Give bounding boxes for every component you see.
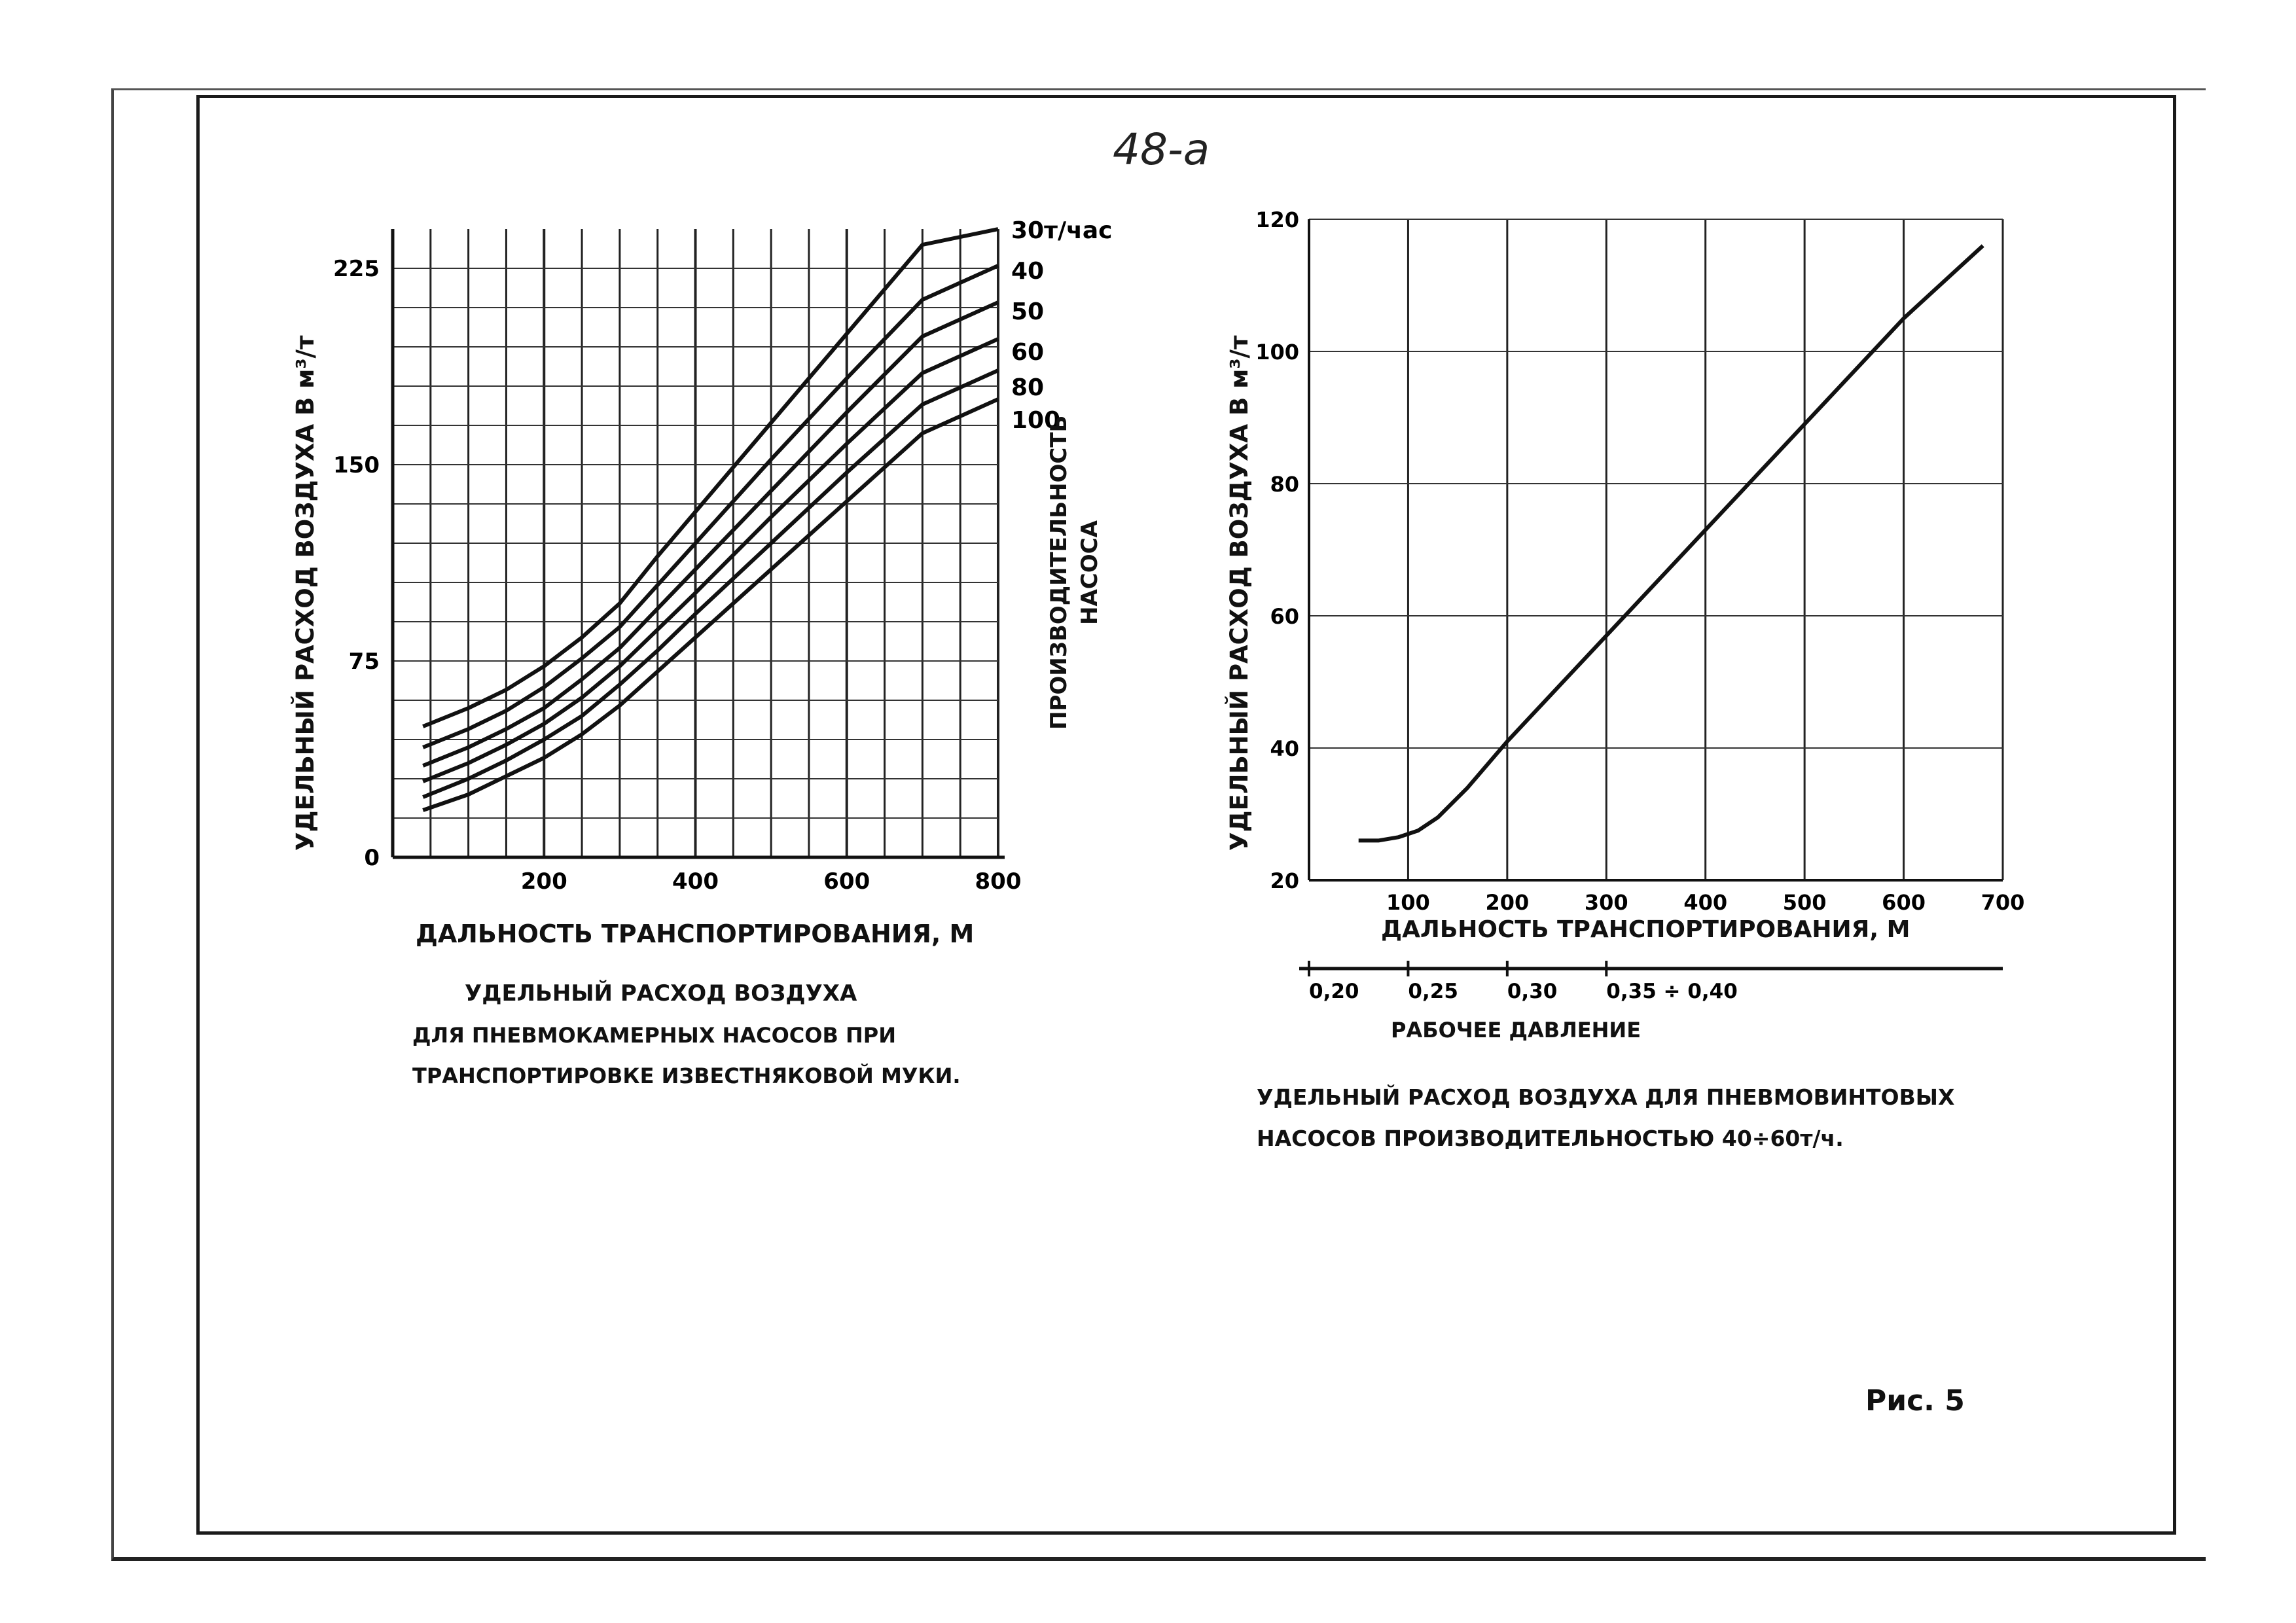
- left-series-label: 100: [1011, 407, 1060, 434]
- outer-frame: [111, 88, 2206, 1561]
- left-series-label: 40: [1011, 258, 1044, 285]
- right-y-tick-label: 120: [1255, 207, 1299, 232]
- left-x-axis-label: ДАЛЬНОСТЬ ТРАНСПОРТИРОВАНИЯ, М: [416, 919, 975, 948]
- left-x-tick-label: 200: [521, 868, 567, 895]
- left-x-tick-label: 400: [672, 868, 719, 895]
- right-y-tick-label: 100: [1255, 340, 1299, 365]
- right-x-tick-label: 200: [1485, 890, 1529, 915]
- left-series-line: [422, 264, 999, 749]
- left-series-label: 50: [1011, 298, 1044, 325]
- left-x-tick-label: 800: [975, 868, 1022, 895]
- right-y-tick-label: 20: [1270, 868, 1299, 893]
- left-x-tick-label: 600: [823, 868, 870, 895]
- left-right-label-line2: НАСОСА: [1077, 520, 1103, 625]
- right-x-tick-label: 300: [1585, 890, 1628, 915]
- left-y-tick-label: 225: [333, 256, 380, 282]
- right-x-tick-label: 100: [1386, 890, 1430, 915]
- right-caption-line2: НАСОСОВ ПРОИЗВОДИТЕЛЬНОСТЬЮ 40÷60т/ч.: [1257, 1126, 1844, 1151]
- right-y-axis-label: УДЕЛЬНЫЙ РАСХОД ВОЗДУХА В м³/т: [1225, 335, 1253, 851]
- left-y-tick-label: 150: [333, 452, 380, 478]
- right-secondary-tick-label: 0,25: [1408, 980, 1458, 1003]
- left-y-tick-label: 75: [349, 649, 380, 675]
- left-series-label: 80: [1011, 374, 1044, 401]
- right-secondary-tick-label: 0,20: [1309, 980, 1359, 1003]
- left-y-tick-label: 0: [364, 845, 380, 871]
- right-y-tick-label: 60: [1270, 604, 1299, 629]
- left-y-axis-label: УДЕЛЬНЫЙ РАСХОД ВОЗДУХА В м³/т: [291, 335, 319, 851]
- left-series-line: [422, 337, 999, 783]
- right-y-tick-label: 80: [1270, 472, 1299, 497]
- left-series-line: [422, 397, 999, 812]
- right-x-tick-label: 400: [1683, 890, 1727, 915]
- right-secondary-tick-label: 0,30: [1507, 980, 1558, 1003]
- right-secondary-axis-label: РАБОЧЕЕ ДАВЛЕНИЕ: [1391, 1018, 1641, 1043]
- page-number: 48-a: [1113, 124, 1210, 175]
- right-series-line: [1358, 244, 1984, 843]
- right-x-tick-label: 600: [1882, 890, 1926, 915]
- left-series-line: [422, 368, 999, 799]
- left-caption-line1: УДЕЛЬНЫЙ РАСХОД ВОЗДУХА: [465, 980, 857, 1007]
- left-series-line: [422, 300, 999, 768]
- left-caption-line2: ДЛЯ ПНЕВМОКАМЕРНЫХ НАСОСОВ ПРИ: [412, 1023, 897, 1048]
- right-x-axis-label: ДАЛЬНОСТЬ ТРАНСПОРТИРОВАНИЯ, М: [1381, 916, 1910, 943]
- right-x-tick-label: 700: [1981, 890, 2025, 915]
- left-right-label-line1: ПРОИЗВОДИТЕЛЬНОСТЬ: [1046, 415, 1072, 730]
- left-series-line: [422, 227, 999, 728]
- left-series-label: 60: [1011, 339, 1044, 366]
- right-y-tick-label: 40: [1270, 736, 1299, 761]
- right-x-tick-label: 500: [1783, 890, 1827, 915]
- right-secondary-tick-label: 0,35 ÷ 0,40: [1606, 980, 1738, 1003]
- left-caption-line3: ТРАНСПОРТИРОВКЕ ИЗВЕСТНЯКОВОЙ МУКИ.: [412, 1063, 961, 1088]
- figure-reference: Рис. 5: [1865, 1384, 1965, 1418]
- left-series-label: 30т/час: [1011, 217, 1112, 244]
- inner-frame: [196, 95, 2176, 1535]
- right-caption-line1: УДЕЛЬНЫЙ РАСХОД ВОЗДУХА ДЛЯ ПНЕВМОВИНТОВ…: [1257, 1084, 1955, 1110]
